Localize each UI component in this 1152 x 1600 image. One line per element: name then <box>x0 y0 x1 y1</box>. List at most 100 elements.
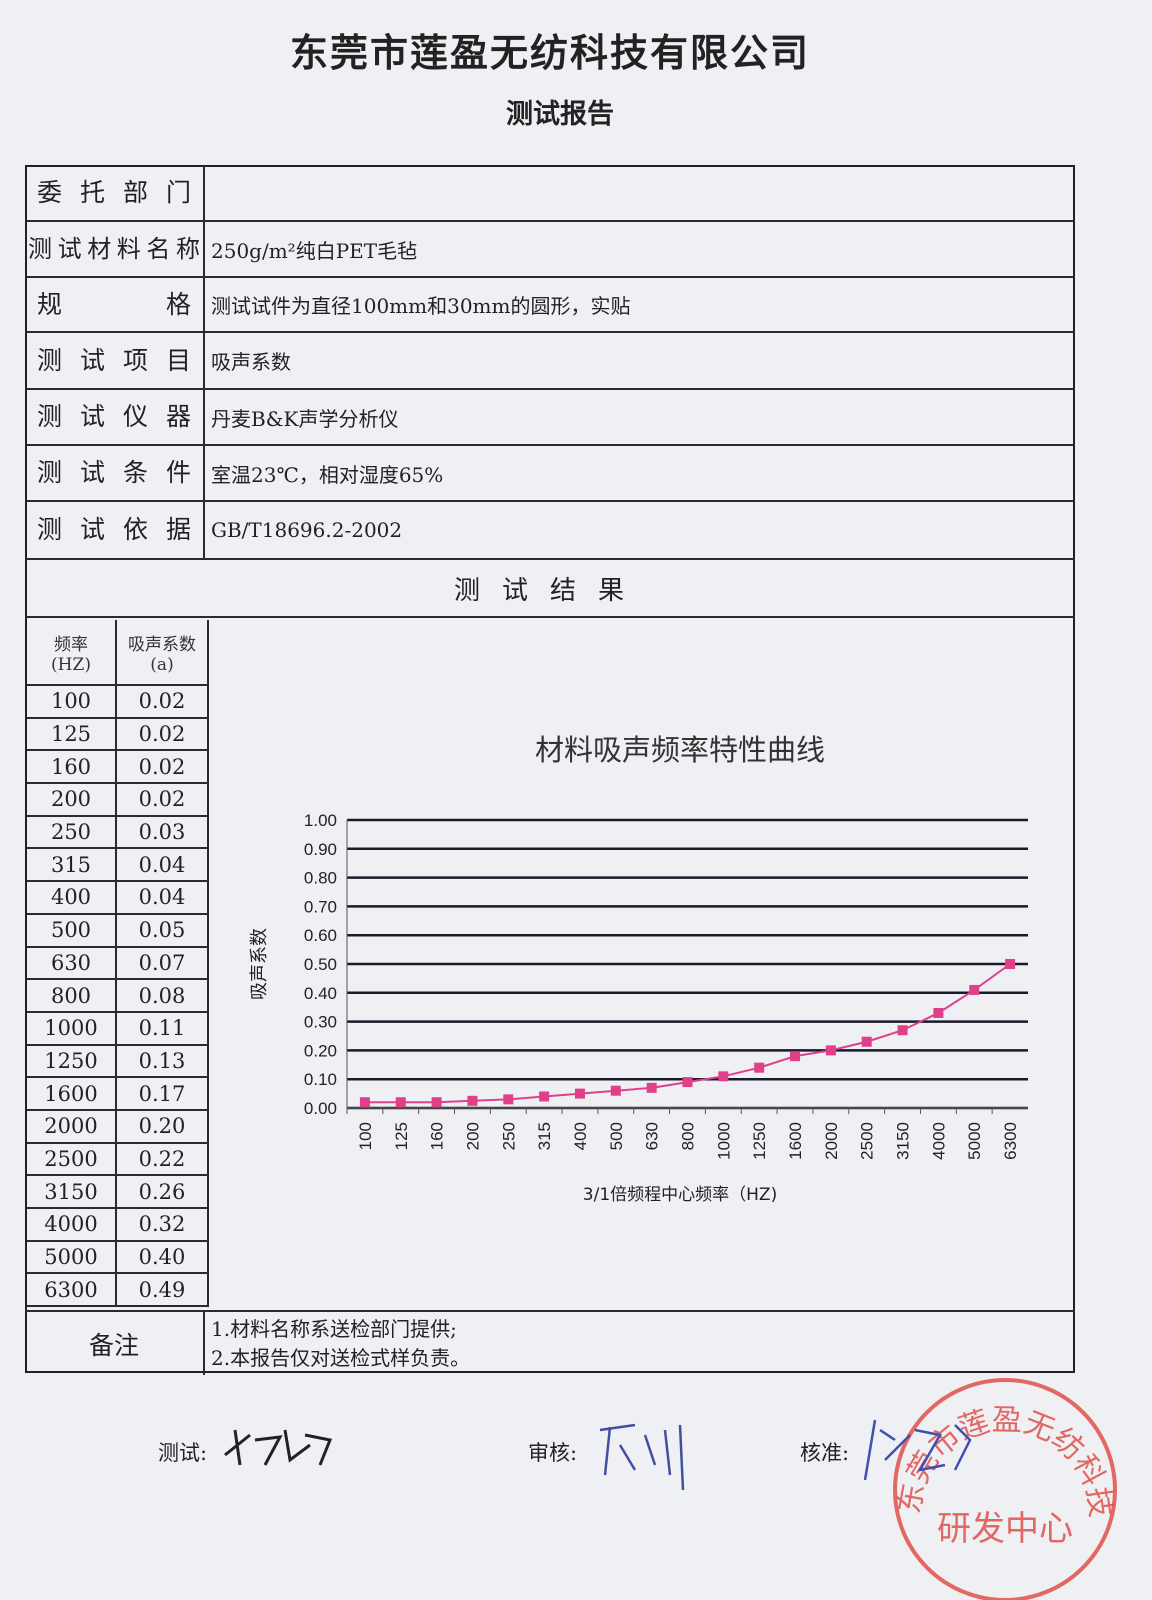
data-point <box>539 1091 550 1102</box>
field-value: GB/T18696.2-2002 <box>211 518 403 542</box>
data-point <box>825 1045 836 1056</box>
x-tick-label: 500 <box>607 1122 626 1150</box>
field-label: 测试依据 <box>37 515 191 544</box>
x-tick-label: 4000 <box>929 1122 948 1160</box>
col-coefficient: 吸声系数 (a) <box>128 634 196 675</box>
field-row: 委托部门 <box>25 165 1075 222</box>
col-frequency: 频率 (HZ) <box>27 620 117 684</box>
frequency-cell: 1250 <box>27 1045 117 1077</box>
field-value: 吸声系数 <box>211 350 291 374</box>
data-point <box>933 1007 944 1018</box>
data-point <box>682 1077 693 1088</box>
coefficient-cell: 0.05 <box>138 918 186 943</box>
company-stamp: 东莞市莲盈无纺科技有限公司 研发中心 <box>880 1365 1118 1600</box>
data-point <box>1005 959 1016 969</box>
data-point <box>431 1097 442 1108</box>
table-row: 125 0.02 <box>27 718 207 752</box>
field-label: 测试项目 <box>37 345 191 375</box>
y-tick-label: 0.00 <box>304 1099 337 1118</box>
coefficient-cell: 0.49 <box>138 1277 186 1302</box>
data-point <box>861 1036 872 1047</box>
data-point <box>359 1097 370 1108</box>
coefficient-cell: 0.17 <box>138 1081 186 1106</box>
coefficient-cell: 0.40 <box>138 1245 186 1270</box>
field-label: 测试条件 <box>37 458 191 487</box>
approver-label: 核准: <box>800 1441 850 1465</box>
coefficient-cell: 0.08 <box>138 983 186 1008</box>
coefficient-cell: 0.04 <box>138 885 186 910</box>
field-label: 测试材料名称 <box>28 235 200 263</box>
table-row: 160 0.02 <box>27 751 207 785</box>
field-label-cell: 规格 <box>25 278 205 331</box>
field-value: 室温23℃，相对湿度65% <box>211 462 444 487</box>
table-row: 2500 0.22 <box>27 1143 207 1177</box>
absorption-chart: 材料吸声频率特性曲线 0.00 0.10 0.20 0.30 0.40 0.50 0.60 0.… <box>249 733 1028 1205</box>
remarks-row: 备注 1.材料名称系送检部门提供; 2.本报告仅对送检式样负责。 <box>25 1310 1075 1375</box>
data-point <box>718 1071 729 1082</box>
field-row: 测试材料名称 250g/m²纯白PET毛毡 <box>25 222 1075 278</box>
field-label-cell: 测试条件 <box>25 446 205 500</box>
x-tick-label: 100 <box>356 1122 375 1150</box>
frequency-cell: 630 <box>27 947 117 979</box>
table-row: 1250 0.13 <box>27 1045 207 1079</box>
svg-text:研发中心: 研发中心 <box>937 1509 1073 1549</box>
x-tick-label: 125 <box>392 1122 411 1150</box>
y-tick-label: 1.00 <box>304 811 337 830</box>
field-row: 规格 测试试件为直径100mm和30mm的圆形，实贴 <box>25 278 1075 333</box>
frequency-cell: 500 <box>27 914 117 946</box>
coefficient-cell: 0.13 <box>138 1048 186 1073</box>
table-row: 630 0.07 <box>27 947 207 981</box>
coefficient-cell: 0.22 <box>138 1146 186 1171</box>
remark-line: 2.本报告仅对送检式样负责。 <box>211 1345 471 1370</box>
frequency-cell: 160 <box>27 751 117 783</box>
coefficient-cell: 0.04 <box>138 852 186 877</box>
data-point <box>897 1025 908 1036</box>
y-axis-label: 吸声系数 <box>249 928 270 1000</box>
frequency-cell: 3150 <box>27 1176 117 1207</box>
coefficient-cell: 0.02 <box>138 722 186 747</box>
results-table: 频率 (HZ) 吸声系数 (a) 100 0.02 125 0.02 160 0.02 20… <box>27 620 209 1308</box>
coefficient-cell: 0.26 <box>138 1179 186 1204</box>
table-row: 315 0.04 <box>27 849 207 883</box>
field-value: 丹麦B&K声学分析仪 <box>211 406 399 431</box>
tester-signature <box>224 1429 333 1466</box>
frequency-cell: 5000 <box>27 1241 117 1273</box>
coefficient-cell: 0.02 <box>138 787 186 812</box>
frequency-cell: 1600 <box>27 1078 117 1109</box>
data-point <box>610 1085 621 1096</box>
table-row: 400 0.04 <box>27 882 207 915</box>
x-tick-label: 5000 <box>965 1122 984 1160</box>
approver-signature <box>863 1419 972 1481</box>
table-row: 500 0.05 <box>27 914 207 948</box>
frequency-cell: 4000 <box>27 1209 117 1240</box>
data-point <box>395 1097 406 1108</box>
frequency-cell: 125 <box>27 718 117 750</box>
data-point <box>503 1094 514 1105</box>
y-tick-label: 0.10 <box>304 1070 337 1089</box>
coefficient-cell: 0.32 <box>138 1212 186 1237</box>
frequency-cell: 315 <box>27 849 117 881</box>
y-tick-label: 0.30 <box>304 1013 337 1032</box>
x-tick-label: 1600 <box>786 1122 805 1160</box>
data-point <box>754 1062 765 1073</box>
field-label-cell: 测试材料名称 <box>25 222 205 276</box>
y-tick-label: 0.50 <box>304 955 337 974</box>
field-label: 规格 <box>37 289 191 319</box>
frequency-cell: 400 <box>27 882 117 913</box>
report-title: 测试报告 <box>506 99 614 130</box>
frequency-cell: 6300 <box>27 1274 117 1306</box>
frequency-cell: 2500 <box>27 1143 117 1175</box>
x-tick-label: 1000 <box>714 1122 733 1160</box>
y-tick-label: 0.90 <box>304 840 337 859</box>
frequency-cell: 200 <box>27 784 117 815</box>
data-point <box>969 984 980 995</box>
table-header: 频率 (HZ) 吸声系数 (a) <box>27 620 207 686</box>
x-axis-label: 3/1倍频程中心频率（HZ) <box>583 1185 777 1205</box>
table-row: 3150 0.26 <box>27 1176 207 1209</box>
y-tick-label: 0.80 <box>304 869 337 888</box>
coefficient-cell: 0.03 <box>138 820 186 845</box>
y-tick-label: 0.70 <box>304 897 337 916</box>
x-tick-label: 800 <box>679 1122 698 1150</box>
x-tick-label: 3150 <box>894 1122 913 1160</box>
